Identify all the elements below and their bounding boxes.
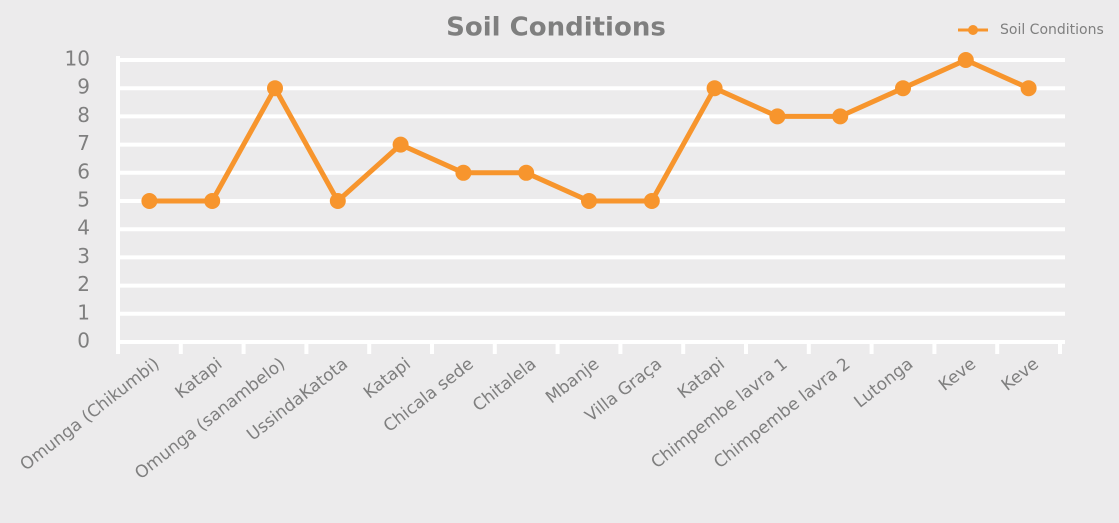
y-tick-label: 6 xyxy=(77,159,90,183)
marker xyxy=(706,80,723,97)
y-tick-label: 10 xyxy=(65,47,90,71)
y-tick-label: 8 xyxy=(77,103,90,127)
legend-marker xyxy=(968,25,978,35)
marker xyxy=(1020,80,1037,97)
y-tick-label: 9 xyxy=(77,75,90,99)
marker xyxy=(895,80,911,97)
y-tick-label: 5 xyxy=(77,188,90,212)
y-tick-label: 4 xyxy=(77,216,90,240)
chart-title: Soil Conditions xyxy=(446,13,666,43)
y-tick-label: 3 xyxy=(77,244,90,268)
marker xyxy=(643,193,660,209)
y-tick-label: 2 xyxy=(77,272,90,296)
marker xyxy=(392,136,409,153)
y-tick-label: 1 xyxy=(77,300,90,324)
marker xyxy=(581,193,597,209)
y-tick-label: 7 xyxy=(77,131,90,155)
marker xyxy=(204,193,221,209)
marker xyxy=(957,52,974,68)
marker xyxy=(769,108,786,125)
marker xyxy=(455,164,472,181)
marker xyxy=(518,164,535,181)
marker xyxy=(141,193,158,209)
y-tick-label: 0 xyxy=(77,329,90,353)
legend-label: Soil Conditions xyxy=(1000,22,1104,38)
marker xyxy=(329,193,346,209)
marker xyxy=(832,108,849,125)
marker xyxy=(267,80,283,97)
